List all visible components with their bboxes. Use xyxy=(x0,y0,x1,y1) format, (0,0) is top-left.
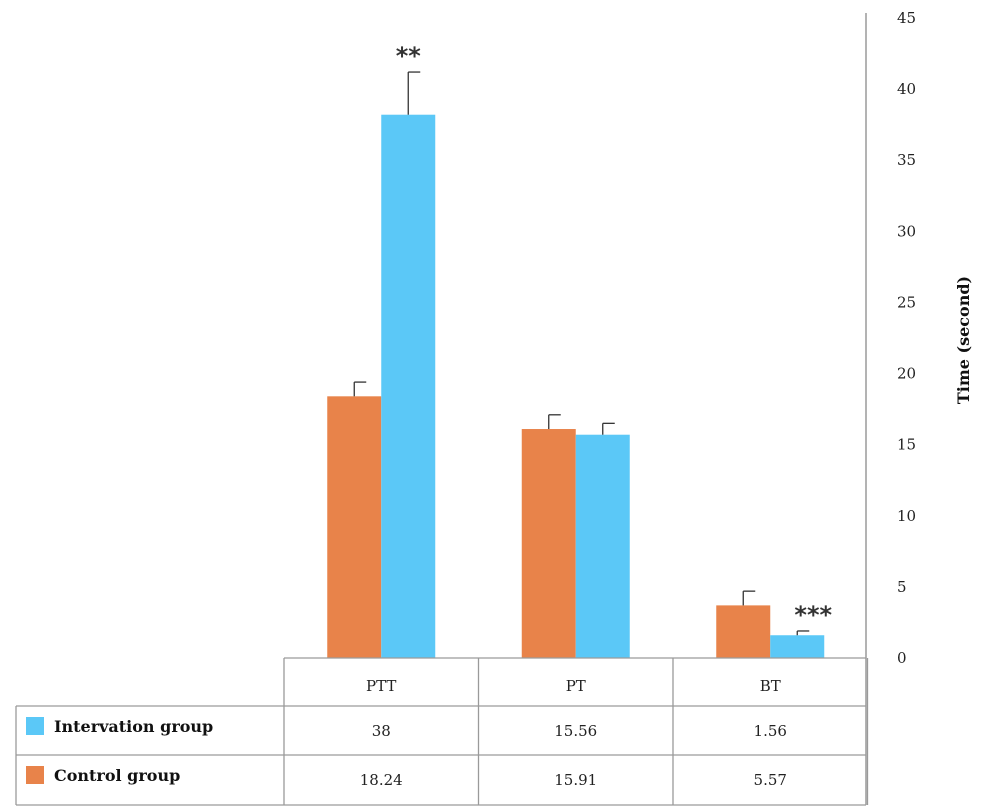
data-label: 15.56 xyxy=(554,722,597,740)
y-tick-label: 5 xyxy=(897,578,907,596)
category-label: PTT xyxy=(366,677,396,695)
bar-control-group-pt xyxy=(521,429,576,658)
bar-control-group-bt xyxy=(716,605,771,658)
bar-intervation-group-ptt xyxy=(381,114,436,658)
legend-label: Control group xyxy=(54,766,180,785)
y-tick-label: 30 xyxy=(897,222,916,240)
data-label: 5.57 xyxy=(754,771,787,789)
data-label: 38 xyxy=(372,722,391,740)
significance-marker: *** xyxy=(794,601,832,629)
y-axis: 0 5 10 15 20 25 30 35 40 45 xyxy=(865,9,916,805)
y-tick-label: 0 xyxy=(897,649,907,667)
legend-label: Intervation group xyxy=(54,717,213,736)
bars-layer: ***** xyxy=(327,42,833,658)
bar-intervation-group-bt xyxy=(770,635,825,658)
y-tick-label: 35 xyxy=(897,151,916,169)
y-tick-label: 20 xyxy=(897,365,916,383)
data-label: 15.91 xyxy=(554,771,597,789)
category-label: PT xyxy=(566,677,586,695)
data-label: 18.24 xyxy=(360,771,403,789)
y-tick-label: 40 xyxy=(897,80,916,98)
y-tick-label: 15 xyxy=(897,436,916,454)
y-tick-label: 25 xyxy=(897,293,916,311)
significance-marker: ** xyxy=(396,42,422,70)
data-label: 1.56 xyxy=(754,722,787,740)
category-label: BT xyxy=(760,677,781,695)
data-table: PTT PT BT Intervation group 38 15.56 1.56 Contr… xyxy=(15,657,869,806)
y-axis-label: Time (second) xyxy=(954,276,973,404)
bar-control-group-ptt xyxy=(327,396,382,658)
y-tick-label: 45 xyxy=(897,9,916,27)
legend-swatch xyxy=(26,717,44,735)
y-tick-label: 10 xyxy=(897,507,916,525)
bar-intervation-group-pt xyxy=(575,434,630,658)
legend-swatch xyxy=(26,766,44,784)
